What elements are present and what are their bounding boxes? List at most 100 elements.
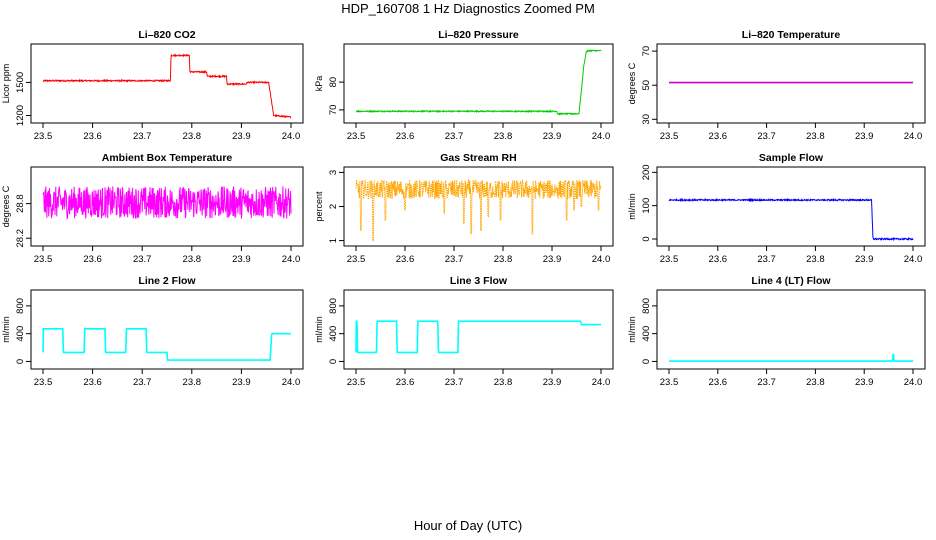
- panel-title: Ambient Box Temperature: [102, 152, 233, 164]
- data-series-line: [355, 320, 601, 354]
- x-tick-label: 23.7: [133, 131, 152, 142]
- y-tick-label: 70: [328, 105, 339, 116]
- plot-frame: [343, 289, 614, 370]
- x-tick-label: 23.8: [806, 377, 825, 388]
- y-tick-label: 400: [641, 326, 652, 342]
- x-tick-label: 24.0: [282, 254, 301, 265]
- x-tick-label: 23.8: [494, 377, 513, 388]
- y-tick-label: 800: [15, 298, 26, 314]
- x-tick-label: 23.6: [709, 131, 728, 142]
- y-tick-label: 3: [328, 170, 339, 175]
- x-tick-label: 23.5: [347, 131, 366, 142]
- y-tick-label: 28.2: [15, 229, 26, 248]
- y-tick-label: 200: [641, 164, 652, 180]
- y-tick-label: 30: [641, 114, 652, 125]
- x-tick-label: 24.0: [592, 131, 611, 142]
- y-tick-label: 80: [328, 77, 339, 88]
- plot-frame: [656, 289, 926, 370]
- data-series-line: [355, 178, 602, 242]
- y-tick-label: 70: [641, 46, 652, 57]
- x-tick-label: 23.7: [757, 131, 776, 142]
- y-axis-label: ml/min: [627, 316, 637, 343]
- panel-title: Li–820 CO2: [138, 29, 195, 41]
- data-series-line: [42, 53, 292, 119]
- data-series-line: [668, 197, 914, 242]
- panel-6: Sample Flow 23.5 23.6 23.7 23.8 23.9 24.0 0 100 2…: [627, 152, 926, 265]
- y-tick-label: 100: [641, 198, 652, 214]
- y-tick-label: 1500: [15, 72, 26, 93]
- panel-9: Line 4 (LT) Flow 23.5 23.6 23.7 23.8 23.9 24.0…: [627, 275, 926, 388]
- y-tick-label: 0: [328, 359, 339, 364]
- panel-7: Line 2 Flow 23.5 23.6 23.7 23.8 23.9 24.0 0 400 8…: [1, 275, 304, 388]
- y-axis-label: degrees C: [1, 185, 11, 227]
- y-tick-label: 800: [328, 298, 339, 314]
- x-tick-label: 23.8: [806, 254, 825, 265]
- y-axis-label: kPa: [314, 76, 324, 92]
- plot-frame: [30, 166, 304, 247]
- plot-frame: [656, 43, 926, 124]
- x-tick-label: 24.0: [592, 254, 611, 265]
- x-tick-label: 23.6: [83, 377, 102, 388]
- y-tick-label: 800: [641, 298, 652, 314]
- panel-title: Line 4 (LT) Flow: [751, 275, 831, 287]
- x-tick-label: 24.0: [904, 131, 923, 142]
- figure-title: HDP_160708 1 Hz Diagnostics Zoomed PM: [341, 1, 595, 16]
- x-tick-label: 23.8: [183, 377, 202, 388]
- panel-title: Li–820 Temperature: [742, 29, 841, 41]
- x-tick-label: 23.5: [347, 254, 366, 265]
- data-series-line: [42, 186, 292, 220]
- plot-frame: [656, 166, 926, 247]
- x-tick-label: 24.0: [282, 377, 301, 388]
- x-tick-label: 23.6: [709, 377, 728, 388]
- panel-8: Line 3 Flow 23.5 23.6 23.7 23.8 23.9 24.0 0 400 8…: [314, 275, 614, 388]
- y-axis-label: Licor ppm: [1, 64, 11, 104]
- y-axis-label: ml/min: [314, 316, 324, 343]
- y-tick-label: 0: [641, 359, 652, 364]
- x-tick-label: 23.7: [757, 377, 776, 388]
- x-tick-label: 23.8: [494, 131, 513, 142]
- x-tick-label: 23.9: [232, 377, 251, 388]
- x-tick-label: 23.8: [183, 131, 202, 142]
- x-tick-label: 23.5: [660, 377, 679, 388]
- data-series-line: [669, 353, 913, 362]
- y-axis-label: percent: [314, 191, 324, 222]
- y-tick-label: 28.8: [15, 194, 26, 213]
- y-tick-label: 1: [328, 238, 339, 243]
- y-axis-label: degrees C: [627, 62, 637, 104]
- data-series-line: [42, 327, 291, 361]
- y-tick-label: 1200: [15, 105, 26, 126]
- panel-title: Li–820 Pressure: [438, 29, 519, 41]
- x-tick-label: 23.9: [855, 377, 874, 388]
- y-tick-label: 0: [15, 359, 26, 364]
- x-tick-label: 23.5: [660, 254, 679, 265]
- y-tick-label: 2: [328, 204, 339, 209]
- x-tick-label: 23.9: [543, 377, 562, 388]
- x-tick-label: 23.9: [543, 254, 562, 265]
- x-tick-label: 23.5: [34, 131, 53, 142]
- data-series-line: [355, 49, 602, 116]
- x-tick-label: 23.6: [396, 377, 415, 388]
- panel-5: Gas Stream RH 23.5 23.6 23.7 23.8 23.9 24.0 1 2 3…: [314, 152, 614, 265]
- y-tick-label: 400: [15, 326, 26, 342]
- plot-frame: [343, 43, 614, 124]
- x-tick-label: 23.5: [660, 131, 679, 142]
- x-tick-label: 23.7: [757, 254, 776, 265]
- panel-4: Ambient Box Temperature 23.5 23.6 23.7 23.8 2…: [1, 152, 304, 265]
- panel-title: Gas Stream RH: [440, 152, 516, 164]
- y-axis-label: ml/min: [627, 193, 637, 220]
- x-tick-label: 23.7: [445, 131, 464, 142]
- x-tick-label: 24.0: [904, 377, 923, 388]
- plot-frame: [343, 166, 614, 247]
- panel-title: Line 2 Flow: [138, 275, 196, 287]
- x-tick-label: 23.9: [543, 131, 562, 142]
- panel-3: Li–820 Temperature 23.5 23.6 23.7 23.8 23.9 24…: [627, 29, 926, 142]
- x-tick-label: 23.6: [709, 254, 728, 265]
- x-tick-label: 24.0: [282, 131, 301, 142]
- x-tick-label: 24.0: [904, 254, 923, 265]
- x-tick-label: 23.9: [855, 131, 874, 142]
- x-axis-label: Hour of Day (UTC): [413, 518, 523, 533]
- x-tick-label: 23.9: [232, 254, 251, 265]
- x-tick-label: 23.5: [34, 254, 53, 265]
- x-tick-label: 23.7: [133, 377, 152, 388]
